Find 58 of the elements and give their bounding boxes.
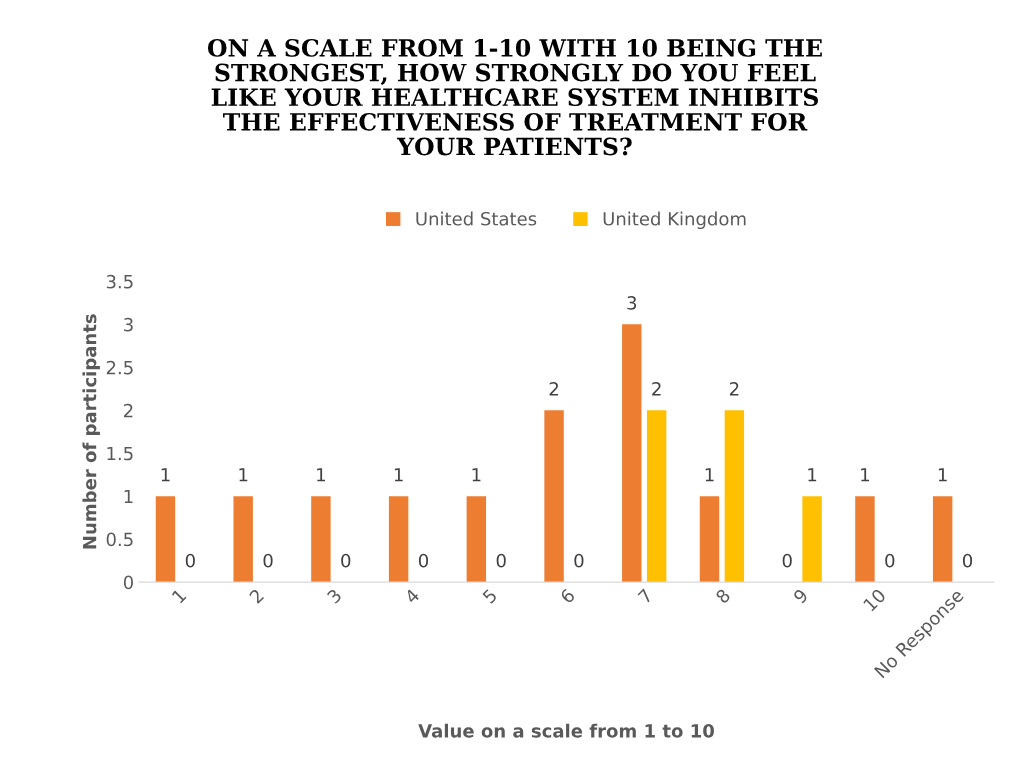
x-tick-label: 3 (326, 588, 343, 604)
bar (311, 496, 331, 583)
x-tick-label: 1 (171, 588, 187, 604)
x-tick-label: 9 (792, 588, 809, 605)
data-label: 0 (185, 553, 195, 568)
data-label: 1 (705, 468, 714, 482)
bar (855, 496, 875, 583)
y-tick-label: 3 (124, 317, 133, 332)
y-tick-label: 2 (124, 403, 133, 418)
data-label: 0 (574, 553, 584, 568)
data-label: 1 (394, 468, 403, 482)
data-label: 1 (239, 468, 248, 482)
x-tick-label: 4 (403, 588, 421, 605)
legend-label: United States (416, 211, 537, 226)
data-label: 3 (627, 296, 637, 310)
bar (155, 496, 176, 583)
y-tick-label: 0 (123, 575, 133, 590)
bar (724, 410, 745, 583)
x-tick-label: 10 (862, 588, 887, 612)
data-label: 0 (418, 553, 429, 568)
data-label: 1 (317, 468, 325, 482)
x-tick-label: 5 (482, 588, 498, 604)
x-tick-label: 7 (637, 588, 653, 604)
y-tick-label: 3.5 (106, 274, 133, 289)
y-tick-label: 1.5 (107, 446, 133, 461)
data-label: 0 (962, 553, 973, 568)
bar (622, 324, 642, 583)
data-label: 1 (808, 468, 817, 482)
bar (544, 410, 564, 583)
x-tick-label: 2 (248, 588, 265, 604)
data-label: 0 (782, 553, 792, 568)
bar (699, 496, 720, 583)
bar (802, 496, 822, 583)
data-label: 0 (885, 553, 895, 568)
bar (932, 496, 953, 583)
data-label: 0 (263, 553, 273, 568)
data-label: 0 (341, 553, 351, 568)
x-axis-title: Value on a scale from 1 to 10 (418, 723, 714, 738)
x-tick-label: 8 (714, 588, 731, 605)
y-axis-title: Number of participants (82, 314, 100, 549)
x-tick-label: 6 (559, 588, 576, 605)
bar (646, 410, 667, 583)
y-tick-label: 2.5 (106, 360, 133, 375)
data-label: 1 (161, 468, 170, 482)
data-label: 2 (729, 382, 739, 396)
data-label: 2 (652, 382, 661, 396)
y-tick-label: 0.5 (106, 532, 133, 547)
bar (233, 496, 253, 583)
bar (388, 496, 409, 583)
bar (466, 496, 487, 583)
chart-title: ON A SCALE FROM 1-10 WITH 10 BEING THE STRONGEST, HOW STRONGLY DO YOU FEEL LIKE YOUR HEALTHCARE SYSTEM INHIBITS THE EFFECTIVENESS OF TREATMENT FOR YOUR PATIENTS? (207, 38, 822, 156)
data-label: 0 (496, 553, 506, 568)
y-tick-label: 1 (124, 489, 133, 504)
data-label: 2 (549, 382, 558, 396)
data-label: 1 (861, 468, 870, 482)
data-label: 1 (472, 468, 481, 482)
legend-label: United Kingdom (603, 211, 746, 230)
data-label: 1 (938, 468, 947, 482)
